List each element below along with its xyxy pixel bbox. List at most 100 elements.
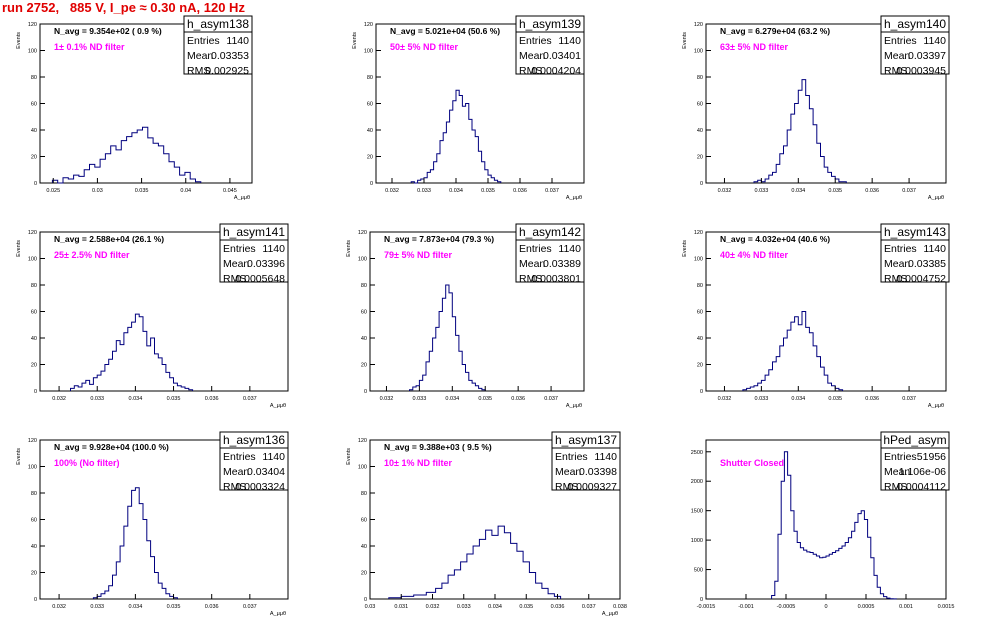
y-tick-label: 60 — [367, 102, 373, 108]
x-tick-label: 0.032 — [718, 188, 732, 194]
x-tick-label: 0.035 — [519, 604, 533, 610]
y-tick-label: 40 — [361, 336, 367, 342]
stat-label: Mean — [223, 258, 249, 270]
y-axis-title: Events — [682, 32, 688, 49]
y-tick-label: 100 — [694, 49, 703, 55]
filter-annotation: 1± 0.1% ND filter — [54, 42, 125, 52]
y-tick-label: 40 — [31, 128, 37, 134]
x-tick-label: 0.032 — [718, 396, 732, 402]
y-axis-title: Events — [682, 240, 688, 257]
x-axis-title: A_μμθ — [602, 611, 618, 617]
stat-value: 0.03385 — [908, 258, 946, 270]
x-tick-label: 0.036 — [513, 188, 527, 194]
stat-value: 1140 — [594, 451, 617, 463]
stat-label: RMS — [884, 273, 907, 285]
histogram-outline — [771, 451, 897, 600]
x-tick-label: 0.032 — [385, 188, 399, 194]
navg-annotation: N_avg = 2.588e+04 (26.1 %) — [54, 234, 164, 244]
page-title: run 2752, 885 V, I_pe ≈ 0.30 nA, 120 Hz — [2, 0, 245, 15]
x-tick-label: 0.035 — [478, 396, 492, 402]
x-tick-label: 0.001 — [899, 604, 913, 610]
y-tick-label: 1500 — [691, 509, 703, 515]
y-tick-label: 120 — [364, 22, 373, 28]
x-tick-label: 0.032 — [52, 396, 66, 402]
y-tick-label: 0 — [700, 389, 703, 395]
stat-value: 1140 — [923, 243, 946, 255]
stat-value: 0.0005648 — [235, 273, 285, 285]
x-tick-label: 0.033 — [457, 604, 471, 610]
stat-value: 0.03404 — [247, 466, 285, 478]
stat-value: 1.106e-06 — [899, 466, 946, 478]
stats-box — [515, 223, 585, 283]
histogram-outline — [753, 79, 847, 183]
y-axis-title: Events — [352, 32, 358, 49]
x-tick-label: 0.032 — [52, 604, 66, 610]
stat-label: Mean — [187, 50, 213, 62]
stat-value: 0.03401 — [543, 50, 581, 62]
stat-label: RMS — [555, 481, 578, 493]
x-tick-label: 0.033 — [413, 396, 427, 402]
histogram-name: h_asym140 — [884, 17, 946, 31]
stat-label: Mean — [884, 50, 910, 62]
filter-annotation: 63± 5% ND filter — [720, 42, 788, 52]
x-tick-label: 0.037 — [545, 188, 559, 194]
stat-label: Mean — [223, 466, 249, 478]
y-tick-label: 40 — [361, 544, 367, 550]
y-tick-label: 80 — [367, 75, 373, 81]
y-tick-label: 120 — [358, 438, 367, 444]
histogram-panel-hPed_asym: -0.0015 -0.001 -0.0005 0 0.0005 0.001 0.0015 0 5… — [691, 431, 954, 610]
stat-label: RMS — [884, 65, 907, 77]
y-tick-label: 40 — [697, 336, 703, 342]
x-tick-label: 0.034 — [129, 396, 143, 402]
y-tick-label: 120 — [358, 230, 367, 236]
stat-label: RMS — [884, 481, 907, 493]
x-tick-label: 0.034 — [449, 188, 463, 194]
stats-box — [219, 431, 289, 491]
histogram-name: h_asym137 — [555, 433, 617, 447]
x-tick-label: 0.034 — [791, 396, 805, 402]
x-tick-label: 0.033 — [90, 604, 104, 610]
x-tick-label: 0.037 — [243, 604, 257, 610]
y-tick-label: 120 — [28, 438, 37, 444]
y-tick-label: 80 — [31, 283, 37, 289]
y-axis-title: Events — [16, 240, 22, 257]
y-tick-label: 0 — [364, 389, 367, 395]
x-tick-label: -0.0015 — [697, 604, 716, 610]
filter-annotation: 50± 5% ND filter — [390, 42, 458, 52]
x-tick-label: 0.031 — [394, 604, 408, 610]
y-tick-label: 40 — [31, 544, 37, 550]
x-tick-label: 0.037 — [544, 396, 558, 402]
y-tick-label: 0 — [364, 597, 367, 603]
y-axis-title: Events — [16, 32, 22, 49]
x-tick-label: 0.045 — [223, 188, 237, 194]
x-tick-label: 0.036 — [551, 604, 565, 610]
y-tick-label: 100 — [28, 465, 37, 471]
y-tick-label: 80 — [361, 491, 367, 497]
stat-label: Entries — [884, 451, 917, 463]
y-tick-label: 60 — [697, 310, 703, 316]
histogram-panel-h_asym138: 0.025 0.03 0.035 0.04 0.045 0 20 40 60 80 100 120 Ev… — [16, 15, 253, 201]
x-tick-label: 0.035 — [167, 604, 181, 610]
y-tick-label: 0 — [34, 389, 37, 395]
x-tick-label: 0.034 — [488, 604, 502, 610]
stat-label: RMS — [223, 273, 246, 285]
stat-label: Entries — [884, 243, 917, 255]
histogram-name: h_asym142 — [519, 225, 581, 239]
x-axis-title: A_μμθ — [566, 195, 582, 201]
stat-value: 0.0004752 — [896, 273, 946, 285]
x-tick-label: 0.037 — [243, 396, 257, 402]
y-tick-label: 120 — [28, 22, 37, 28]
histogram-panel-h_asym141: 0.032 0.033 0.034 0.035 0.036 0.037 0 20 40 60 80 1… — [16, 223, 289, 409]
y-tick-label: 100 — [358, 257, 367, 263]
filter-annotation: 10± 1% ND filter — [384, 458, 452, 468]
stat-value: 51956 — [917, 451, 946, 463]
stat-label: Mean — [884, 258, 910, 270]
stat-value: 0.0004112 — [897, 481, 946, 493]
stats-box — [880, 223, 950, 283]
x-tick-label: -0.001 — [738, 604, 754, 610]
y-tick-label: 60 — [31, 518, 37, 524]
y-tick-label: 20 — [697, 155, 703, 161]
y-tick-label: 100 — [364, 49, 373, 55]
stats-box — [880, 431, 950, 491]
stats-box — [515, 15, 585, 75]
